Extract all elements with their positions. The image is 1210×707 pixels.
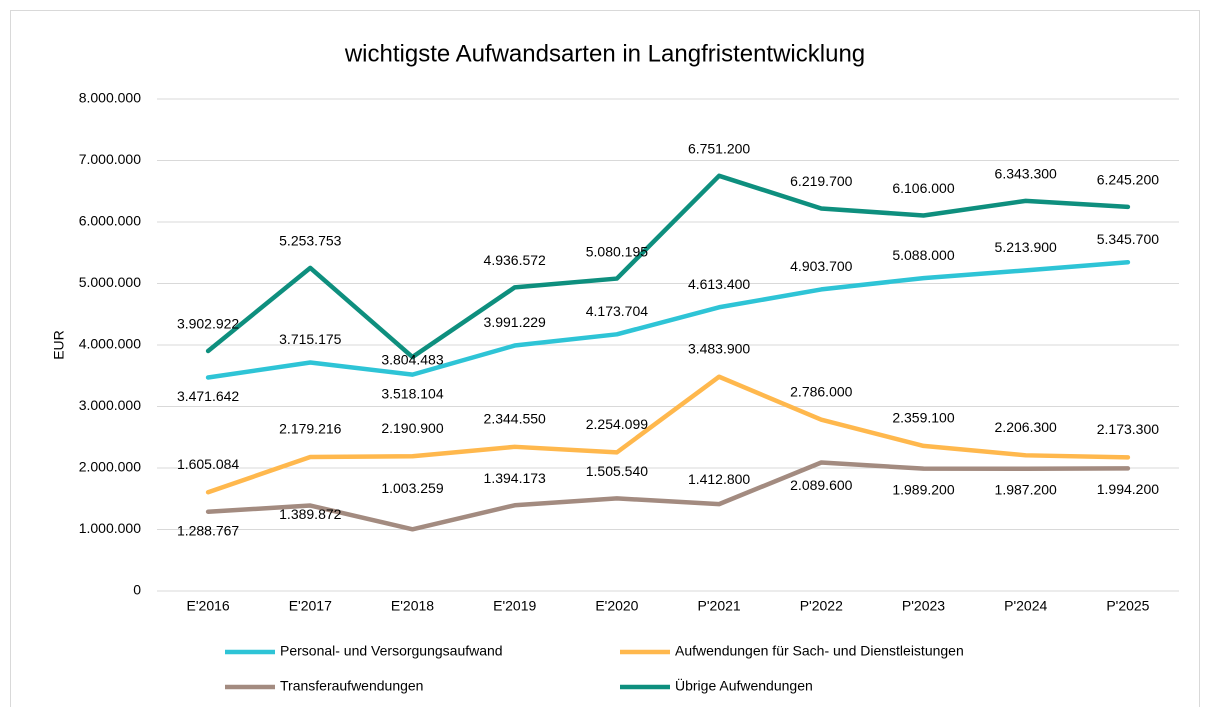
legend-label: Personal- und Versorgungsaufwand	[280, 643, 503, 659]
data-label: 5.080.195	[586, 243, 648, 259]
data-label: 2.089.600	[790, 477, 852, 493]
data-label: 2.179.216	[279, 421, 341, 437]
series-line	[205, 374, 1131, 495]
data-label: 6.343.300	[995, 166, 1057, 182]
data-label: 1.394.173	[484, 470, 546, 486]
legend-label: Aufwendungen für Sach- und Dienstleistun…	[675, 643, 964, 659]
data-label: 2.359.100	[892, 410, 954, 426]
data-label: 1.003.259	[381, 480, 443, 496]
x-tick-label: P'2024	[1004, 598, 1047, 614]
x-tick-label: E'2020	[595, 598, 638, 614]
y-tick-label: 8.000.000	[79, 90, 141, 106]
data-label: 1.605.084	[177, 456, 239, 472]
y-tick-label: 2.000.000	[79, 459, 141, 475]
data-label: 4.173.704	[586, 303, 648, 319]
data-label: 2.206.300	[995, 419, 1057, 435]
series-line	[205, 460, 1131, 532]
data-label: 1.994.200	[1097, 481, 1159, 497]
y-tick-label: 4.000.000	[79, 336, 141, 352]
data-label: 6.219.700	[790, 173, 852, 189]
data-label: 1.989.200	[892, 481, 954, 497]
data-label: 2.786.000	[790, 383, 852, 399]
y-axis-label: EUR	[51, 330, 67, 360]
data-label: 5.345.700	[1097, 231, 1159, 247]
x-tick-label: E'2018	[391, 598, 434, 614]
data-label: 5.253.753	[279, 233, 341, 249]
data-label: 3.483.900	[688, 340, 750, 356]
y-tick-label: 1.000.000	[79, 520, 141, 536]
y-tick-label: 6.000.000	[79, 213, 141, 229]
data-label: 5.088.000	[892, 247, 954, 263]
chart-title: wichtigste Aufwandsarten in Langfristent…	[344, 40, 865, 67]
data-label: 2.190.900	[381, 420, 443, 436]
data-label: 6.245.200	[1097, 172, 1159, 188]
data-label: 6.106.000	[892, 180, 954, 196]
y-tick-label: 3.000.000	[79, 397, 141, 413]
data-label: 2.344.550	[484, 411, 546, 427]
data-label: 1.987.200	[995, 481, 1057, 497]
series-line	[205, 173, 1131, 360]
legend-label: Übrige Aufwendungen	[675, 677, 813, 694]
data-label: 3.902.922	[177, 316, 239, 332]
data-label: 4.936.572	[484, 252, 546, 268]
x-tick-label: P'2022	[800, 598, 843, 614]
data-label: 2.254.099	[586, 416, 648, 432]
data-label: 2.173.300	[1097, 421, 1159, 437]
data-label: 3.518.104	[381, 385, 443, 401]
x-tick-label: E'2019	[493, 598, 536, 614]
x-tick-label: E'2016	[187, 598, 230, 614]
data-label: 5.213.900	[995, 239, 1057, 255]
x-tick-label: P'2021	[698, 598, 741, 614]
y-tick-label: 0	[133, 582, 141, 598]
data-label: 6.751.200	[688, 141, 750, 157]
y-tick-label: 7.000.000	[79, 151, 141, 167]
y-tick-label: 5.000.000	[79, 274, 141, 290]
data-label: 4.613.400	[688, 276, 750, 292]
x-tick-label: P'2025	[1106, 598, 1149, 614]
data-label: 3.991.229	[484, 314, 546, 330]
data-label: 3.804.483	[381, 352, 443, 368]
data-label: 1.288.767	[177, 522, 239, 538]
data-label: 3.715.175	[279, 331, 341, 347]
series-line	[205, 259, 1131, 380]
data-label: 3.471.642	[177, 388, 239, 404]
data-label: 1.412.800	[688, 471, 750, 487]
data-label: 4.903.700	[790, 258, 852, 274]
x-tick-label: P'2023	[902, 598, 945, 614]
data-label: 1.505.540	[586, 463, 648, 479]
x-tick-label: E'2017	[289, 598, 332, 614]
data-label: 1.389.872	[279, 506, 341, 522]
legend-label: Transferaufwendungen	[280, 678, 423, 694]
